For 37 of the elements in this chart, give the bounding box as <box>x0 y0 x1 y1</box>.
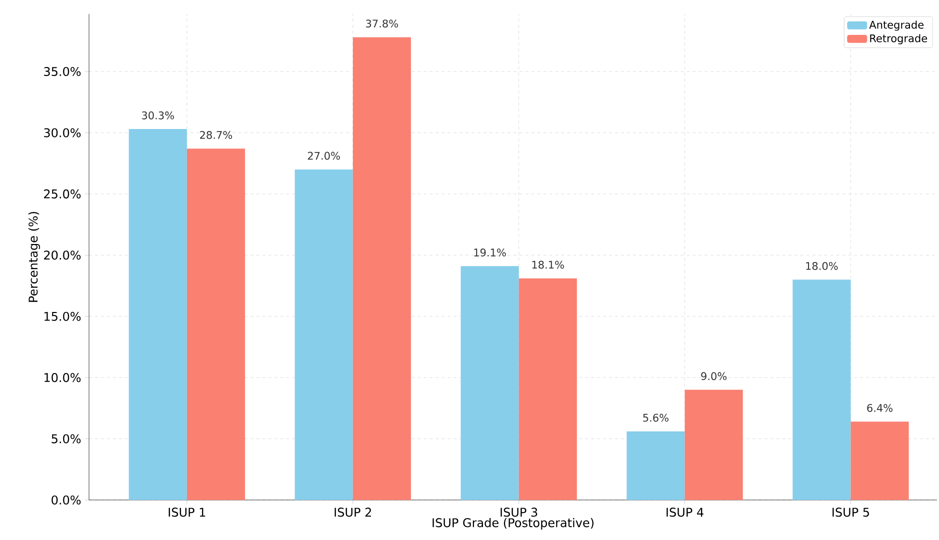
data-label: 5.6% <box>643 414 668 422</box>
x-tick-label: ISUP 2 <box>334 508 371 517</box>
bar <box>518 278 577 500</box>
x-tick-label: ISUP 3 <box>500 508 538 517</box>
x-tick-label: ISUP 4 <box>666 508 704 517</box>
bar <box>128 129 187 500</box>
data-label: 30.3% <box>142 111 174 120</box>
data-label: 27.0% <box>308 152 340 160</box>
bar <box>186 148 246 500</box>
x-tick-label: ISUP 1 <box>168 508 206 517</box>
y-tick-label: 10.0% <box>44 373 81 382</box>
data-label: 28.7% <box>200 131 232 139</box>
y-tick-label: 0.0% <box>52 495 81 505</box>
data-label: 18.0% <box>806 262 838 270</box>
y-tick-label: 30.0% <box>44 128 81 138</box>
y-tick-label: 5.0% <box>52 434 81 444</box>
data-label: 6.4% <box>867 404 893 412</box>
bar <box>684 390 743 500</box>
bar <box>626 431 685 500</box>
y-axis-title: Percentage (%) <box>28 212 40 302</box>
bar <box>460 266 519 500</box>
x-axis-title: ISUP Grade (Postoperative) <box>432 518 594 530</box>
data-label: 37.8% <box>366 20 398 28</box>
bar <box>792 280 851 500</box>
y-tick-label: 35.0% <box>44 66 81 76</box>
data-label: 19.1% <box>474 248 506 256</box>
legend-label: Retrograde <box>870 34 928 44</box>
legend-label: Antegrade <box>869 20 924 31</box>
y-tick-label: 15.0% <box>44 312 81 321</box>
data-label: 9.0% <box>701 372 727 380</box>
data-label: 18.1% <box>532 260 564 269</box>
bar <box>294 169 353 500</box>
bar <box>352 37 411 500</box>
x-tick-label: ISUP 5 <box>832 508 869 517</box>
bar <box>850 422 909 500</box>
y-tick-label: 25.0% <box>44 189 81 198</box>
y-tick-label: 20.0% <box>44 250 81 260</box>
